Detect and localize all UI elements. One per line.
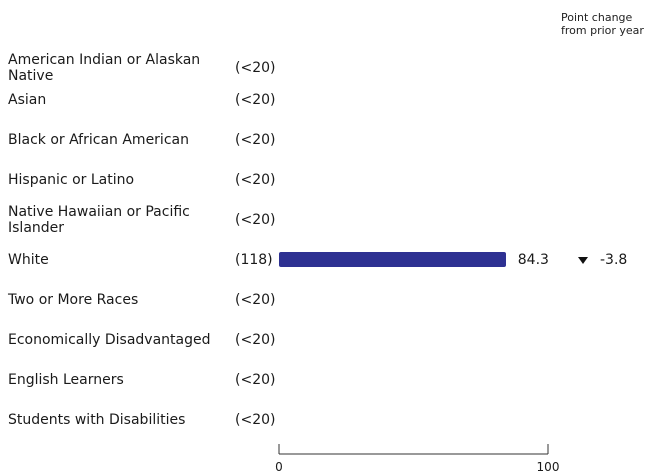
- category-label: Black or African American: [8, 132, 189, 148]
- bar-row: White (118) 84.3 -3.8: [0, 240, 662, 280]
- category-label: Asian: [8, 92, 47, 108]
- category-label: Economically Disadvantaged: [8, 332, 211, 348]
- point-change-value: -3.8: [600, 252, 628, 268]
- category-label: Hispanic or Latino: [8, 172, 135, 188]
- value-label: 84.3: [517, 252, 549, 268]
- count-label: (<20): [235, 172, 276, 188]
- category-label: Native Hawaiian or Pacific Islander: [8, 204, 190, 236]
- count-label: (<20): [235, 212, 276, 228]
- category-label: Two or More Races: [8, 292, 139, 308]
- category-label: White: [8, 252, 49, 268]
- count-label: (<20): [235, 132, 276, 148]
- bar-row: English Learners (<20): [0, 360, 662, 400]
- count-label: (<20): [235, 60, 276, 76]
- bar-row: Students with Disabilities (<20): [0, 400, 662, 440]
- bar-row: Asian (<20): [0, 80, 662, 120]
- count-label: (<20): [235, 292, 276, 308]
- bar-row: Hispanic or Latino (<20): [0, 160, 662, 200]
- bar-row: Native Hawaiian or Pacific Islander (<20): [0, 200, 662, 240]
- category-label: Students with Disabilities: [8, 412, 186, 428]
- change-column-header: Point change from prior year: [561, 11, 644, 37]
- x-axis-tick-label: 100: [536, 460, 560, 474]
- count-label: (<20): [235, 92, 276, 108]
- bar-row: American Indian or Alaskan Native (<20): [0, 48, 662, 88]
- bar-row: Economically Disadvantaged (<20): [0, 320, 662, 360]
- count-label: (118): [235, 252, 273, 268]
- down-triangle-icon: [578, 256, 588, 264]
- bar-row: Two or More Races (<20): [0, 280, 662, 320]
- count-label: (<20): [235, 412, 276, 428]
- category-label: American Indian or Alaskan Native: [8, 52, 201, 84]
- bar-row: Black or African American (<20): [0, 120, 662, 160]
- count-label: (<20): [235, 332, 276, 348]
- count-label: (<20): [235, 372, 276, 388]
- bar: [279, 252, 506, 267]
- point-change: -3.8: [578, 240, 627, 280]
- x-axis-tick-label: 0: [275, 460, 283, 474]
- category-label: English Learners: [8, 372, 124, 388]
